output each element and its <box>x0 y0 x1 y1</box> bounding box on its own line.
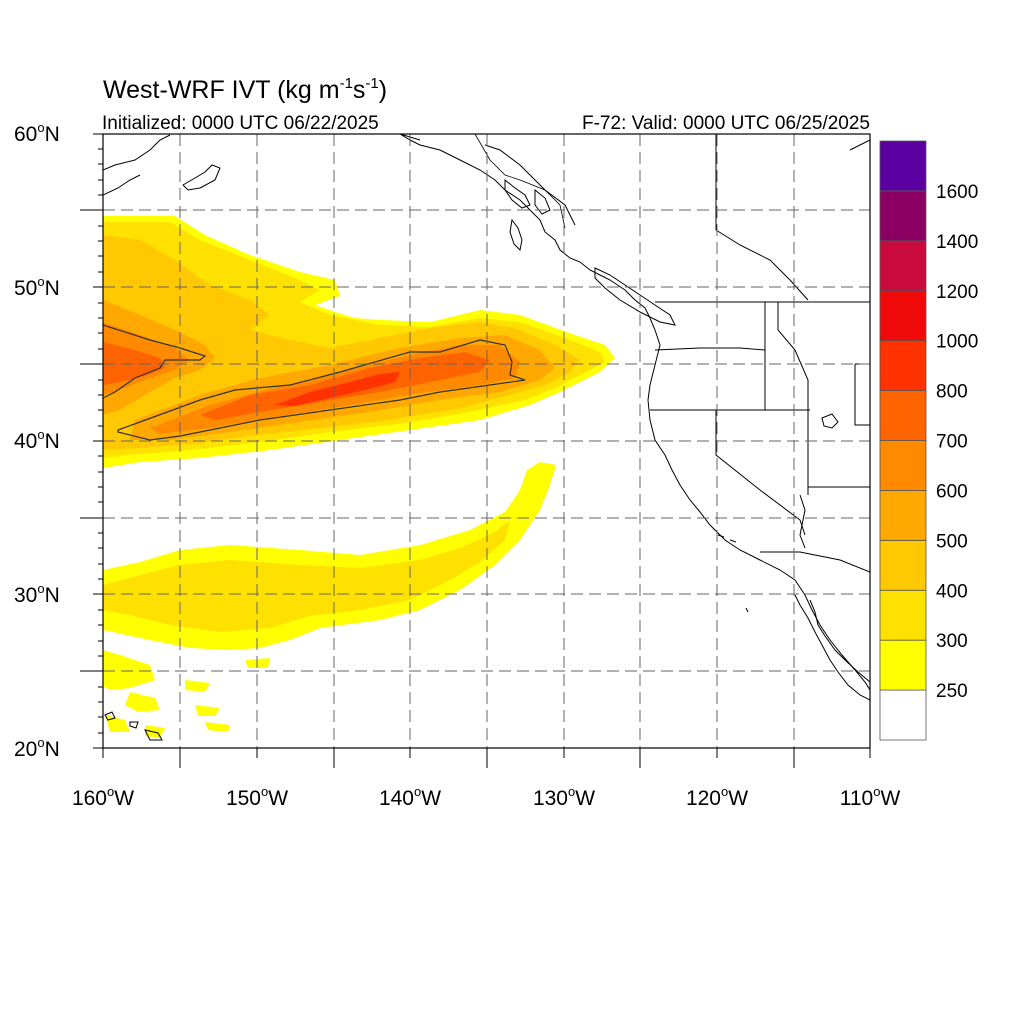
gridlines <box>103 134 870 748</box>
colorbar-swatch <box>879 689 927 741</box>
lat-label-20: 20oN <box>14 735 60 761</box>
ivt-shading-south <box>103 462 556 741</box>
colorbar-swatch <box>879 440 927 491</box>
alaska-coast <box>103 134 221 196</box>
idaho-border <box>764 302 809 410</box>
colorbar-label: 700 <box>936 432 968 453</box>
lat-label-40: 40oN <box>14 427 60 453</box>
valid-label: F-72: Valid: 0000 UTC 06/25/2025 <box>582 113 870 134</box>
washington-oregon-border <box>654 347 766 351</box>
ivt-band-300-south <box>103 520 510 632</box>
baja-coast <box>794 594 870 701</box>
colorbar-swatch <box>879 589 927 641</box>
map-area <box>103 134 870 748</box>
gulf-of-alaska-coast <box>399 134 870 691</box>
colorbar-swatch <box>879 539 927 591</box>
colorbar-label: 1400 <box>936 232 978 253</box>
colorbar-labels: 250 300 400 500 600 700 800 1000 1200 1400 1600 <box>936 182 978 702</box>
initialized-label: Initialized: 0000 UTC 06/22/2025 <box>102 113 379 134</box>
ivt-specks-250 <box>103 650 270 738</box>
lon-label-120: 120oW <box>686 784 748 810</box>
ivt-contour-north-a <box>103 324 207 399</box>
alaska-panhandle-islands <box>504 178 551 215</box>
lon-label-160: 160oW <box>72 784 134 810</box>
colorbar-label: 1000 <box>936 332 978 353</box>
bc-alaska-border <box>474 134 566 229</box>
colorbar-label: 600 <box>936 481 968 502</box>
us-mexico-border <box>760 551 870 573</box>
lon-label-130: 130oW <box>533 784 595 810</box>
colorbar-swatch <box>879 340 927 391</box>
coastlines <box>103 134 870 701</box>
arizona-border <box>799 486 870 549</box>
lat-labels: 60oN 50oN 40oN 30oN 20oN <box>14 120 60 761</box>
lon-label-110: 110oW <box>840 784 901 810</box>
vancouver-island <box>594 267 676 326</box>
colorbar <box>879 140 927 741</box>
island-contour <box>104 711 163 741</box>
lon-label-150: 150oW <box>226 784 288 810</box>
lat-tick-marks <box>80 133 103 749</box>
colorbar-swatch <box>879 390 927 441</box>
ivt-band-800 <box>275 372 400 406</box>
map-title: West-WRF IVT (kg m-1s-1) <box>103 75 387 104</box>
colorbar-label: 1600 <box>936 182 978 203</box>
lon-label-140: 140oW <box>379 784 441 810</box>
colorbar-swatch <box>879 240 927 292</box>
colorbar-label: 800 <box>936 382 968 403</box>
colorbar-label: 400 <box>936 581 968 602</box>
colorbar-label: 1200 <box>936 282 978 303</box>
colorbar-swatch <box>879 140 927 192</box>
colorbar-label: 300 <box>936 631 968 652</box>
colorbar-label: 500 <box>936 531 968 552</box>
colorbar-swatch <box>879 290 927 342</box>
nw-canada-coast <box>849 139 870 151</box>
lat-label-60: 60oN <box>14 120 60 146</box>
colorbar-label: 250 <box>936 681 968 702</box>
colorbar-swatch <box>879 639 927 691</box>
colorbar-swatch <box>879 190 927 242</box>
lat-label-50: 50oN <box>14 274 60 300</box>
colorbar-swatch <box>879 490 927 541</box>
great-salt-lake <box>821 413 839 429</box>
lat-label-30: 30oN <box>14 581 60 607</box>
haida-gwaii <box>509 218 523 252</box>
ivt-contour-north-b <box>117 339 526 441</box>
lon-tick-marks <box>102 748 871 768</box>
channel-islands <box>717 534 749 613</box>
canadian-interior <box>715 134 809 301</box>
lon-labels: 160oW 150oW 140oW 130oW 120oW 110oW <box>72 784 901 810</box>
